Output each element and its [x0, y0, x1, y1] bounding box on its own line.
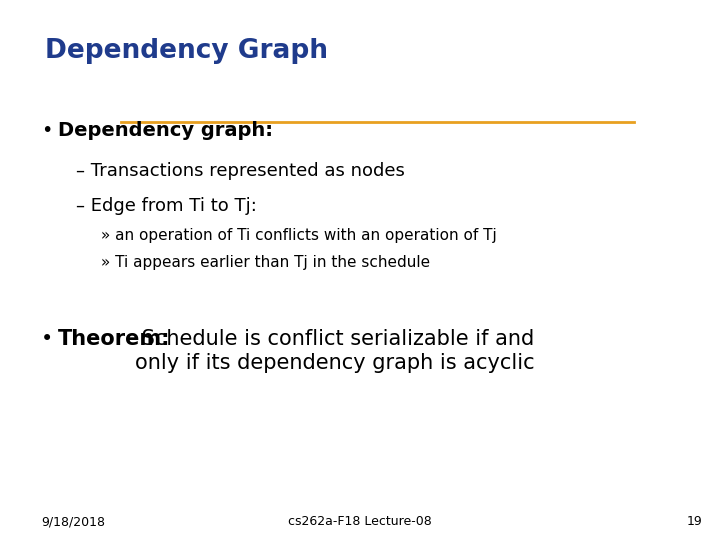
Text: •: •	[41, 122, 53, 140]
Text: – Transactions represented as nodes: – Transactions represented as nodes	[76, 162, 405, 180]
Text: Dependency Graph: Dependency Graph	[45, 38, 328, 64]
Text: Theorem:: Theorem:	[58, 329, 170, 349]
Text: Dependency graph:: Dependency graph:	[58, 122, 273, 140]
Text: 19: 19	[686, 515, 702, 528]
Text: 9/18/2018: 9/18/2018	[41, 515, 105, 528]
Text: Schedule is conflict serializable if and
only if its dependency graph is acyclic: Schedule is conflict serializable if and…	[135, 329, 535, 373]
Text: •: •	[41, 329, 53, 349]
Text: » Ti appears earlier than Tj in the schedule: » Ti appears earlier than Tj in the sche…	[101, 255, 430, 270]
Text: » an operation of Ti conflicts with an operation of Tj: » an operation of Ti conflicts with an o…	[101, 228, 497, 243]
Text: – Edge from Ti to Tj:: – Edge from Ti to Tj:	[76, 197, 256, 215]
Text: cs262a-F18 Lecture-08: cs262a-F18 Lecture-08	[288, 515, 432, 528]
